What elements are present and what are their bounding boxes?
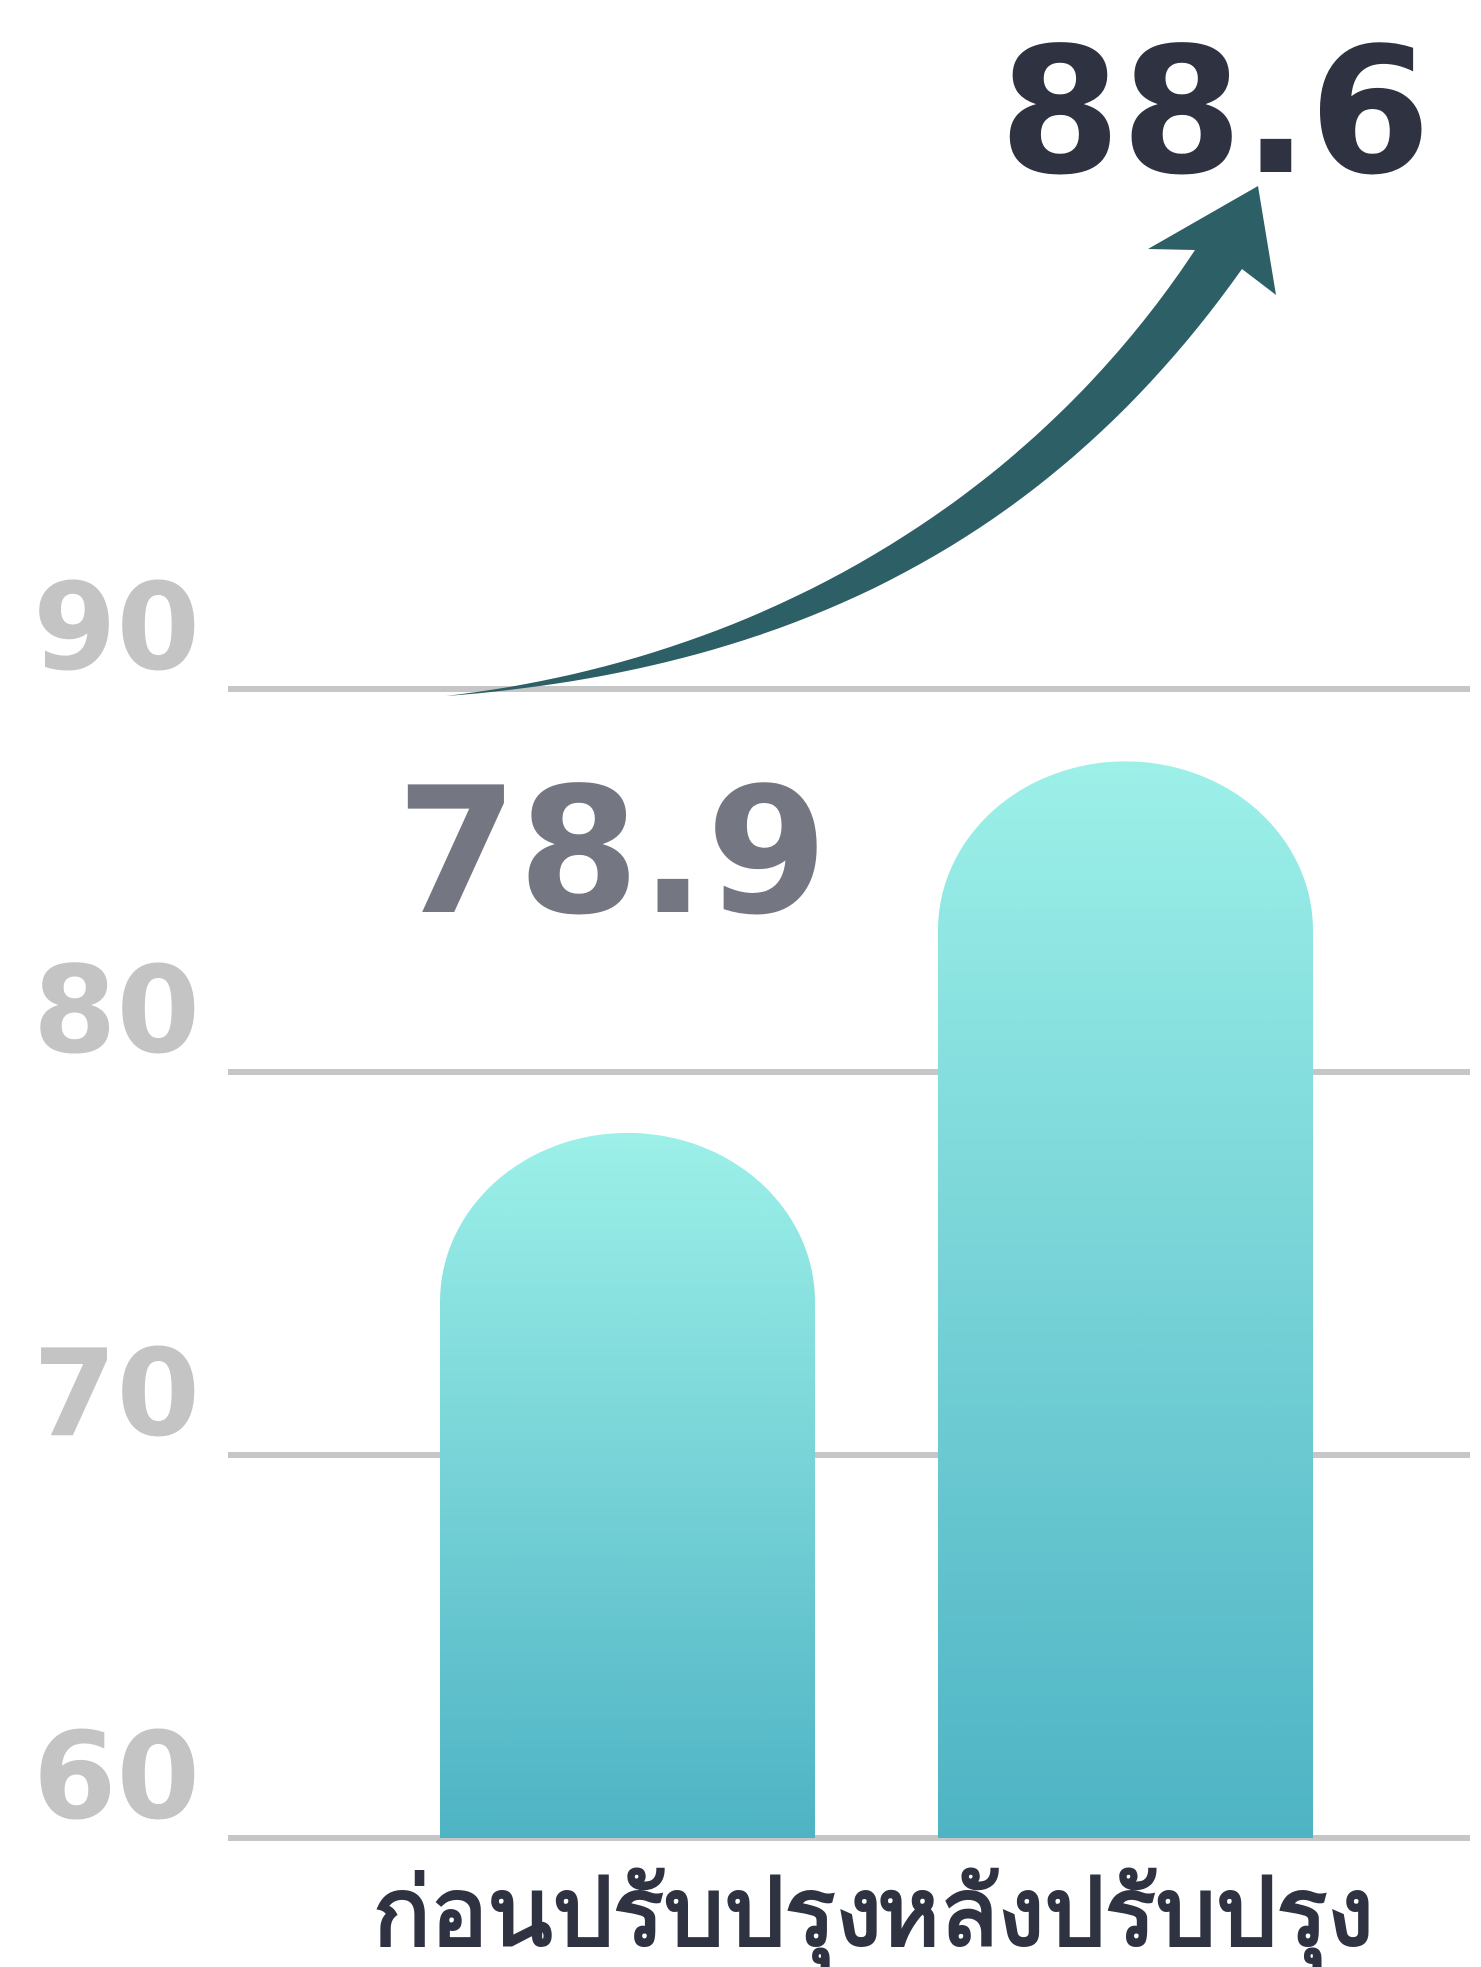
value-labels: 78.9 88.6	[396, 11, 1431, 954]
y-axis-tick-labels: 60 70 80 90	[33, 559, 200, 1847]
y-tick-label-70: 70	[33, 1325, 200, 1464]
trend-arrow	[446, 186, 1276, 696]
y-tick-label-60: 60	[33, 1708, 200, 1847]
up-arrow-icon	[446, 186, 1276, 696]
y-tick-label-80: 80	[33, 942, 200, 1081]
category-labels: ก่อนปรับปรุงหลังปรับปรุง	[373, 1858, 1374, 1967]
bars	[440, 761, 1313, 1838]
category-label-2: หลังปรับปรุง	[877, 1858, 1374, 1967]
bar-1	[440, 1132, 815, 1838]
category-label-1: ก่อนปรับปรุง	[373, 1858, 882, 1967]
y-tick-label-90: 90	[33, 559, 200, 698]
value-label-2: 88.6	[999, 11, 1431, 214]
value-label-1: 78.9	[396, 751, 828, 954]
bar-2	[938, 761, 1313, 1838]
